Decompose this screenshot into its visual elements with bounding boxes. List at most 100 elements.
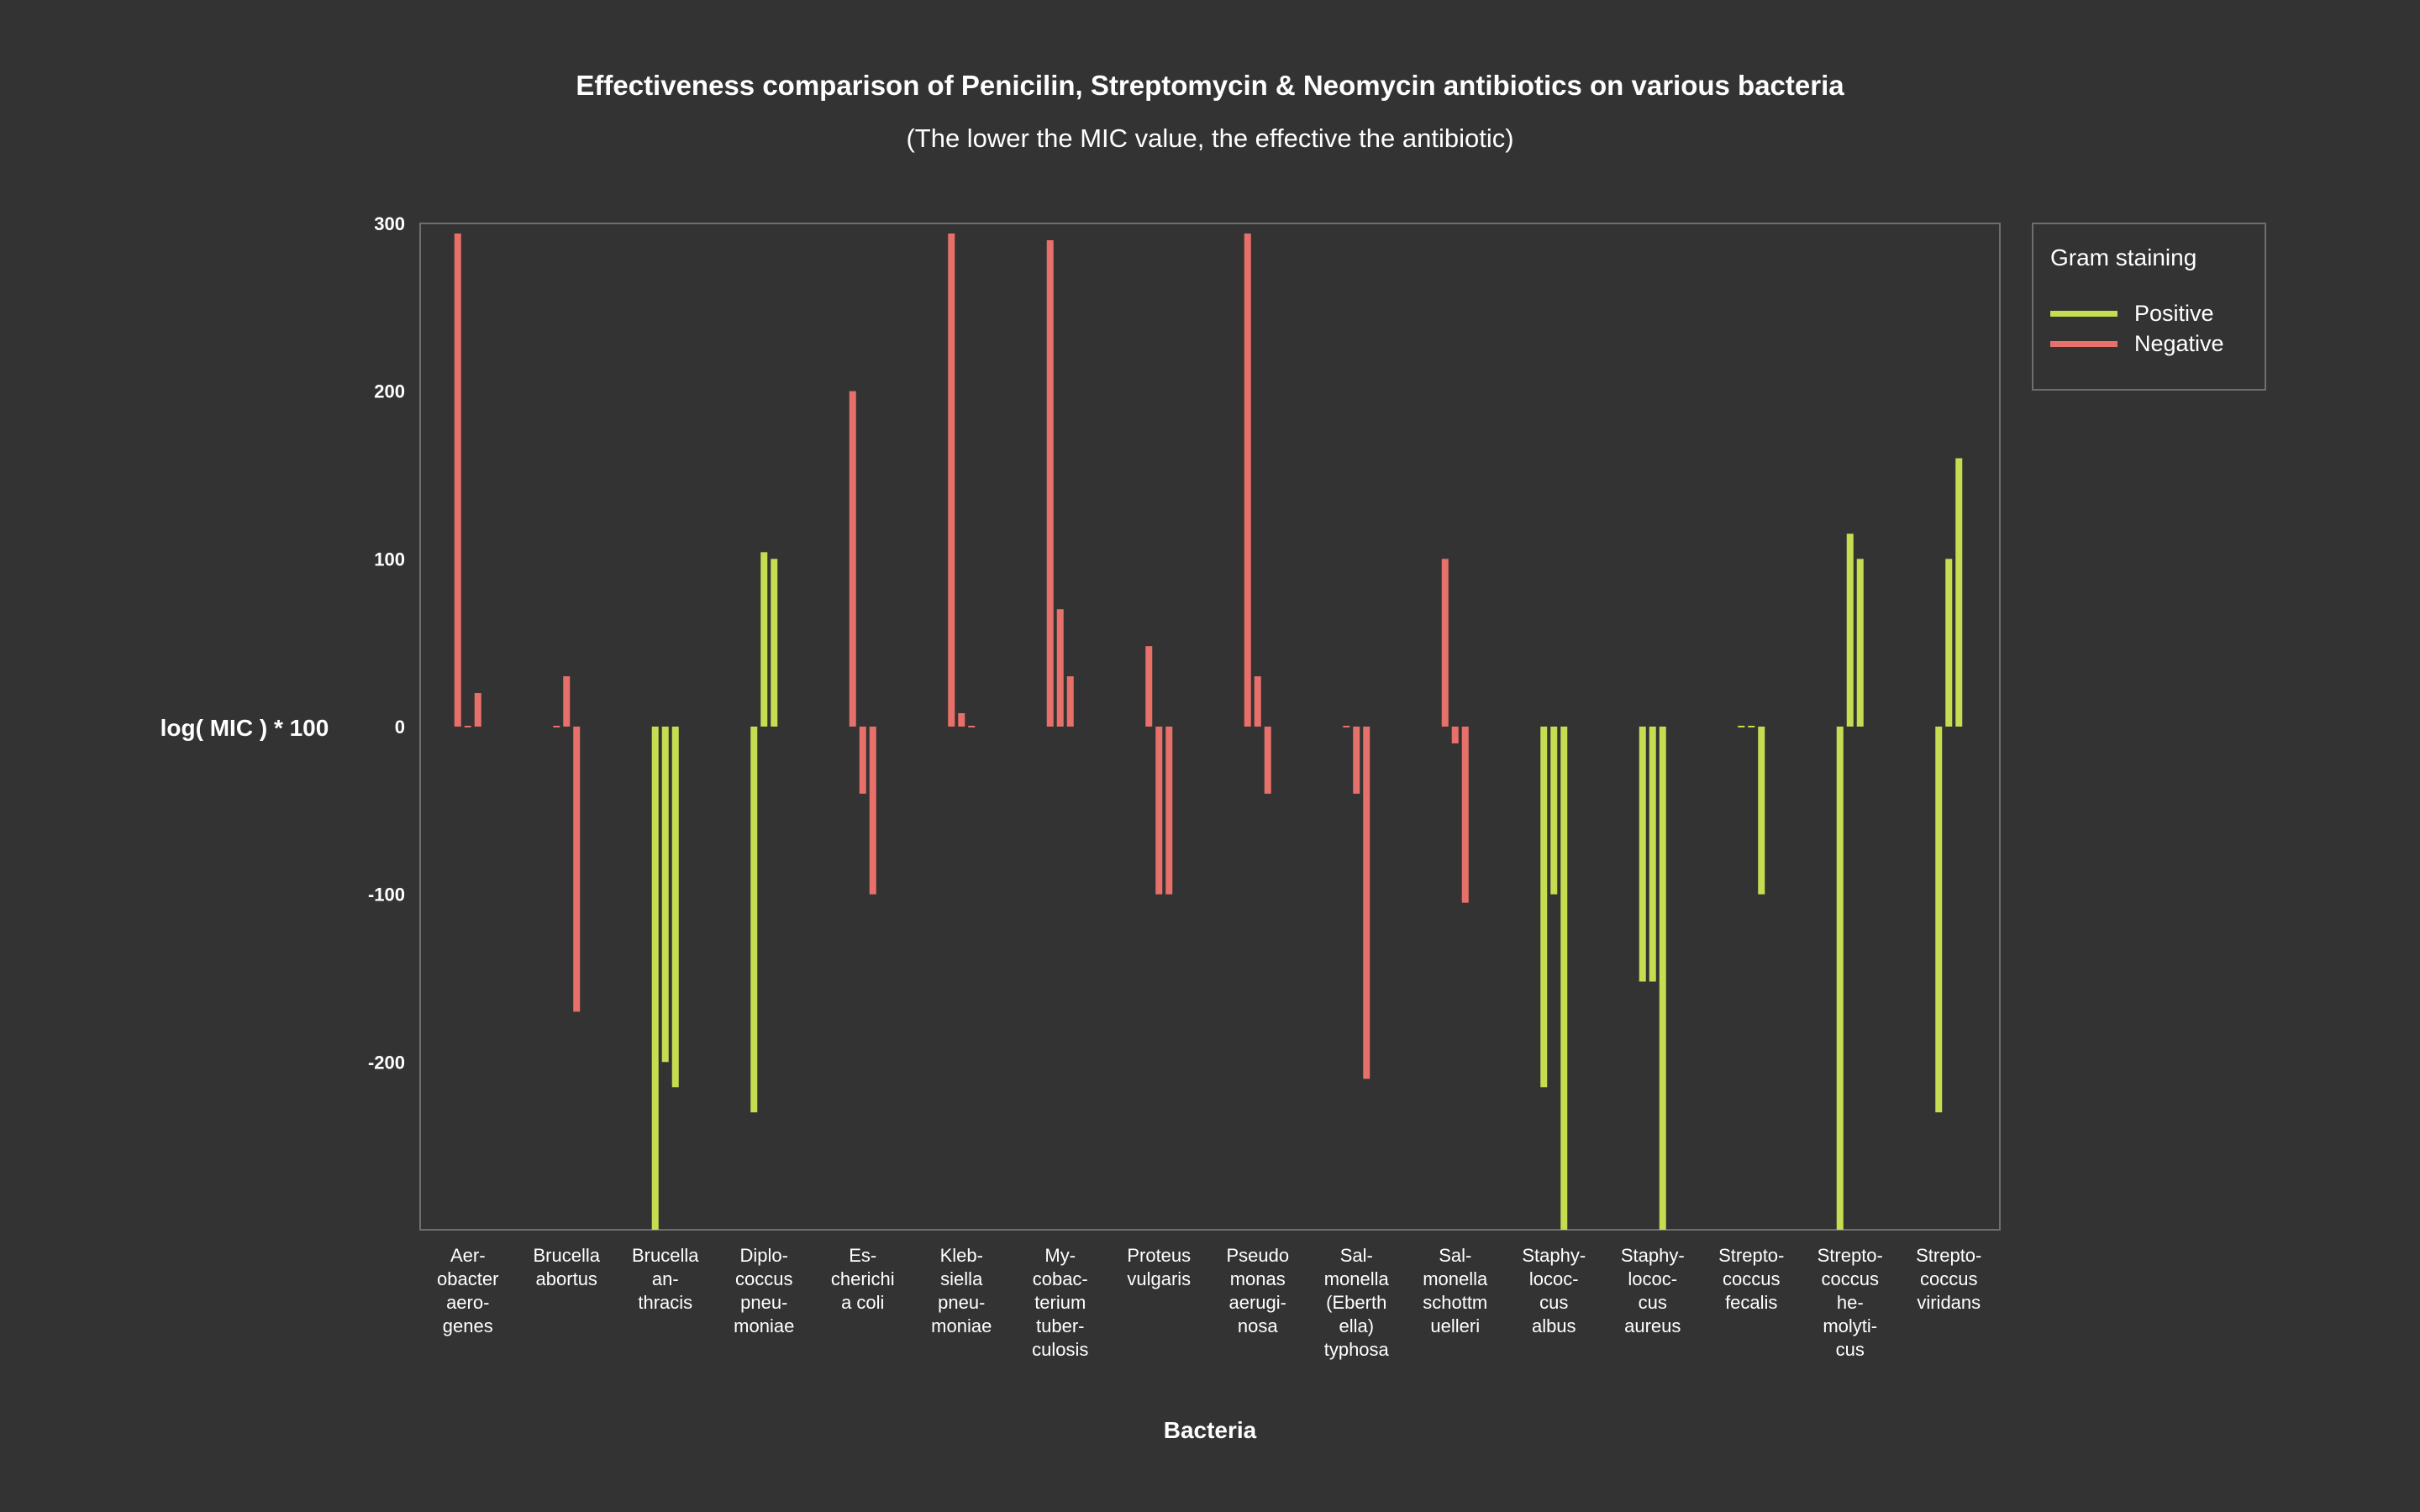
- x-tick-label-line: monella: [1423, 1268, 1488, 1289]
- x-tick-label-line: My-: [1044, 1245, 1076, 1266]
- x-tick-label-line: moniae: [734, 1315, 794, 1336]
- x-tick-label-line: aerugi-: [1229, 1292, 1286, 1313]
- bar: [1451, 727, 1459, 743]
- x-tick-label-line: Diplo-: [740, 1245, 788, 1266]
- x-tick-label-line: schottm: [1423, 1292, 1487, 1313]
- x-tick-label-line: ella): [1339, 1315, 1374, 1336]
- x-tick-label: Diplo-coccus pneu-moniae: [734, 1245, 794, 1336]
- bar: [1758, 727, 1765, 895]
- bar: [869, 727, 876, 895]
- x-tick-label-line: pneu-: [938, 1292, 985, 1313]
- bar: [1066, 676, 1074, 727]
- x-tick-label-line: abortus: [536, 1268, 597, 1289]
- legend-label: Positive: [2134, 301, 2214, 326]
- x-tick-label-line: typhosa: [1324, 1339, 1390, 1360]
- bar: [671, 727, 679, 1088]
- y-tick-label: 200: [374, 381, 405, 402]
- bar: [849, 391, 856, 727]
- x-tick-label-line: he-: [1837, 1292, 1864, 1313]
- legend-swatch: [2050, 341, 2118, 347]
- bar: [1649, 727, 1656, 982]
- bar: [1659, 727, 1666, 1230]
- bar: [1856, 559, 1864, 727]
- y-tick-label: -100: [368, 885, 405, 906]
- bar: [948, 233, 955, 727]
- x-tick-label-line: Strepto-: [1916, 1245, 1981, 1266]
- x-tick-label-line: viridans: [1917, 1292, 1981, 1313]
- x-tick-label-line: Staphy-: [1522, 1245, 1586, 1266]
- bar: [651, 727, 659, 1230]
- x-tick-label-line: lococ-: [1628, 1268, 1677, 1289]
- bar: [573, 727, 581, 1012]
- bar: [1264, 727, 1271, 794]
- x-tick-label-line: Proteus: [1127, 1245, 1191, 1266]
- x-tick-label: Proteus vulgaris: [1127, 1245, 1191, 1289]
- x-tick-label-line: obacter: [437, 1268, 498, 1289]
- x-tick-label-line: fecalis: [1725, 1292, 1777, 1313]
- chart-subtitle: (The lower the MIC value, the effective …: [906, 123, 1513, 153]
- x-tick-label-line: Kleb-: [940, 1245, 983, 1266]
- bar: [1550, 727, 1558, 895]
- x-tick-label-line: aureus: [1624, 1315, 1681, 1336]
- x-tick-label-line: cus: [1836, 1339, 1865, 1360]
- x-tick-label: Brucella abortus: [534, 1245, 601, 1289]
- x-tick-label-line: (Eberth: [1326, 1292, 1386, 1313]
- x-tick-label: Sal-monella schottm uelleri: [1423, 1245, 1488, 1336]
- chart-title: Effectiveness comparison of Penicilin, S…: [576, 70, 1844, 101]
- legend: Gram staining Positive Negative: [2032, 223, 2266, 391]
- x-tick-label-line: nosa: [1238, 1315, 1278, 1336]
- x-tick-label-line: Es-: [849, 1245, 876, 1266]
- y-tick-label: -200: [368, 1052, 405, 1073]
- x-tick-label-line: coccus: [735, 1268, 792, 1289]
- x-tick-label: Es-cherichi a coli: [831, 1245, 895, 1313]
- x-tick-label: Pseudo monas aerugi-nosa: [1226, 1245, 1289, 1336]
- x-tick-label-line: monella: [1324, 1268, 1390, 1289]
- bar: [1363, 727, 1370, 1079]
- legend-swatch: [2050, 311, 2118, 317]
- bar: [771, 559, 778, 727]
- bar: [1155, 727, 1163, 895]
- x-tick-label: Strepto-coccus viridans: [1916, 1245, 1981, 1313]
- bar: [1165, 727, 1173, 895]
- bar: [454, 233, 461, 727]
- bar: [1738, 726, 1745, 727]
- bar: [1945, 559, 1953, 727]
- x-tick-label-line: Pseudo: [1226, 1245, 1289, 1266]
- legend-title: Gram staining: [2050, 244, 2196, 270]
- x-tick-label: Aer-obacter aero-genes: [437, 1245, 498, 1336]
- bar: [1461, 727, 1469, 903]
- bar: [1254, 676, 1261, 727]
- x-tick-label-line: cherichi: [831, 1268, 895, 1289]
- x-tick-label-line: an-: [652, 1268, 679, 1289]
- x-tick-label: Kleb-siella pneu-moniae: [931, 1245, 992, 1336]
- x-tick-label: Strepto-coccus fecalis: [1718, 1245, 1784, 1313]
- bar: [474, 693, 481, 727]
- x-tick-label-line: moniae: [931, 1315, 992, 1336]
- x-tick-label-line: monas: [1230, 1268, 1286, 1289]
- x-tick-label-line: genes: [443, 1315, 493, 1336]
- y-axis-label: log( MIC ) * 100: [160, 715, 329, 741]
- x-tick-label-line: Brucella: [534, 1245, 601, 1266]
- x-axis-label: Bacteria: [1164, 1417, 1257, 1443]
- legend-label: Negative: [2134, 331, 2224, 356]
- bar: [760, 552, 768, 727]
- x-tick-label-line: vulgaris: [1127, 1268, 1191, 1289]
- x-tick-label-line: tuber-: [1036, 1315, 1084, 1336]
- bar: [1560, 727, 1568, 1230]
- bar: [1056, 609, 1064, 727]
- x-tick-label-line: a coli: [841, 1292, 884, 1313]
- x-tick-label-line: Strepto-: [1818, 1245, 1883, 1266]
- y-tick-label: 100: [374, 549, 405, 570]
- x-tick-label-line: molyti-: [1823, 1315, 1877, 1336]
- bar: [1540, 727, 1548, 1088]
- bar: [750, 727, 758, 1113]
- bar: [1441, 559, 1449, 727]
- x-tick-label-line: uelleri: [1430, 1315, 1480, 1336]
- bar: [1748, 726, 1755, 727]
- bar: [1935, 727, 1943, 1113]
- y-tick-label: 0: [395, 717, 405, 738]
- plot-area: 300 200 100 0 -100 -200 Aer-obacter aero-genes B…: [368, 213, 2001, 1360]
- bar: [1955, 458, 1963, 727]
